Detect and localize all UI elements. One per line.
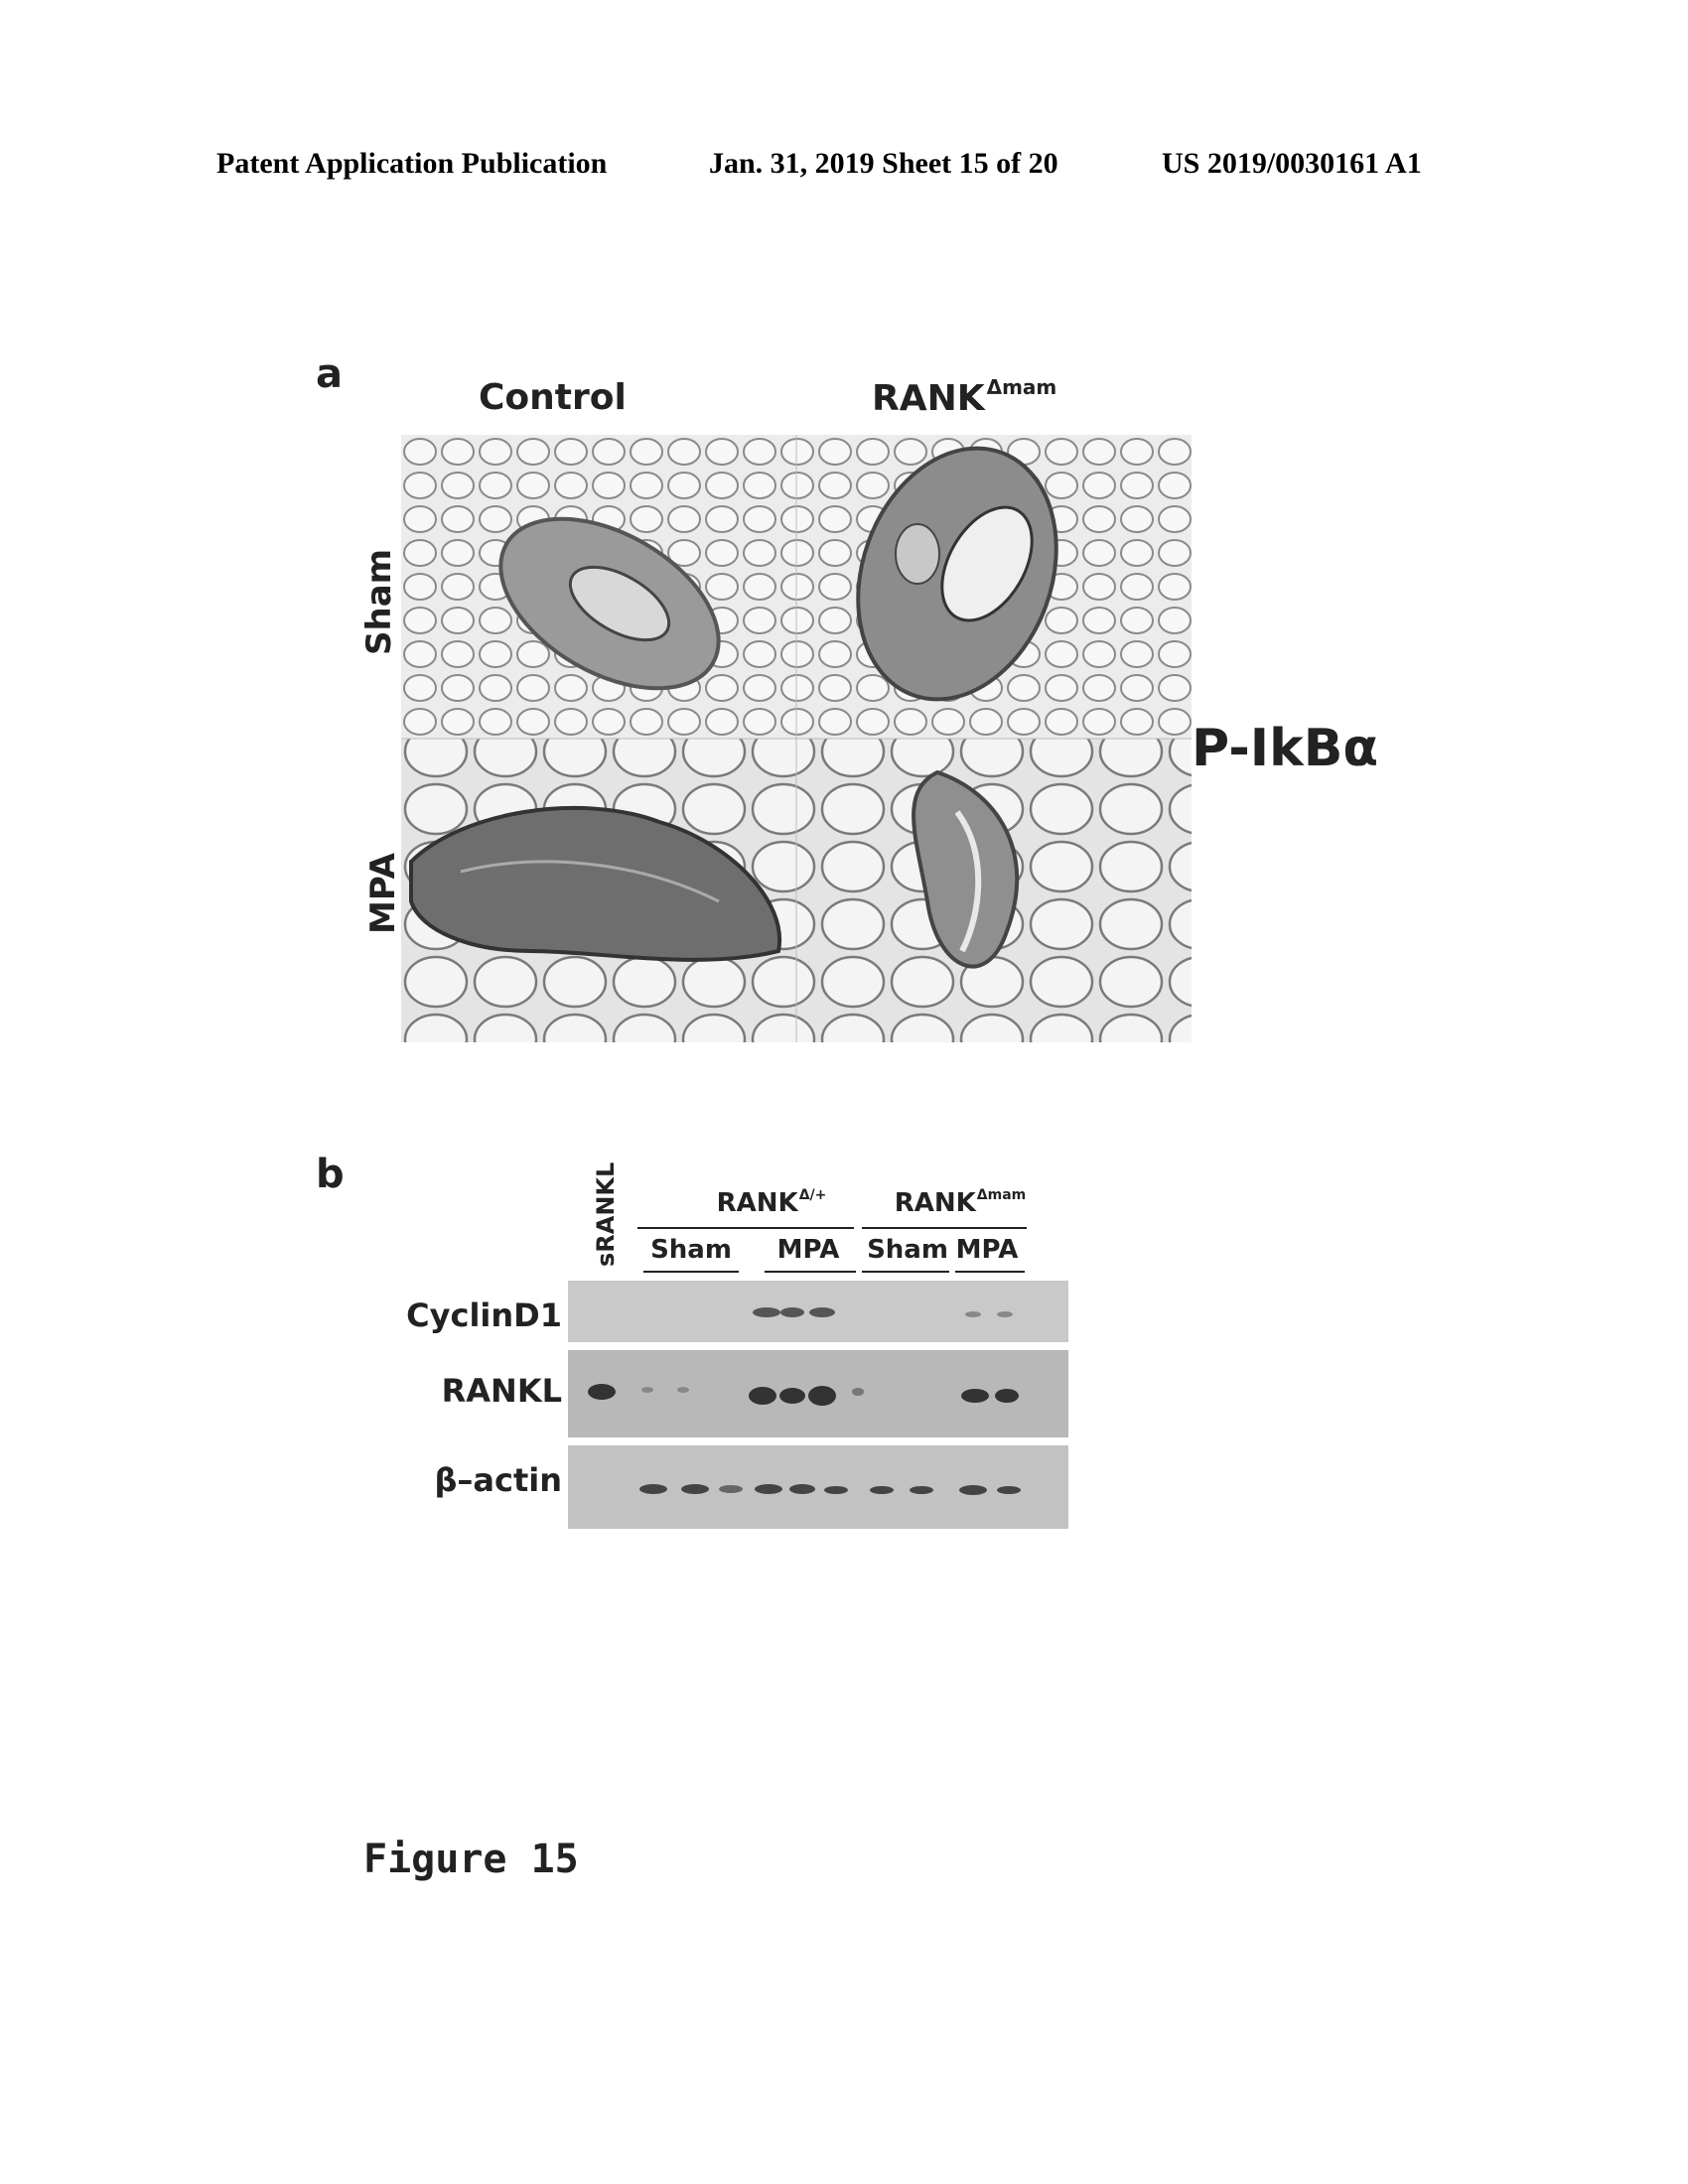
subgroup-label-sham: Sham: [860, 1235, 955, 1265]
group-underline: [637, 1227, 854, 1229]
row-label-mpa: MPA: [363, 844, 403, 943]
publication-number: US 2019/0030161 A1: [1162, 147, 1422, 181]
srankl-lane-label-wrap: sRANKL: [592, 1267, 622, 1268]
column-label-control: Control: [479, 377, 627, 418]
group-label-rank-mam: RANKΔmam: [876, 1187, 1045, 1218]
blot-label-rankl: RANKL: [363, 1372, 562, 1410]
subgroup-label-sham: Sham: [643, 1235, 739, 1265]
date-sheet: Jan. 31, 2019 Sheet 15 of 20: [709, 147, 1058, 181]
western-blot: [568, 1281, 1068, 1529]
publication-type: Patent Application Publication: [216, 147, 607, 181]
subgroup-underline: [862, 1271, 949, 1273]
panel-a-letter: a: [316, 351, 343, 397]
figure-caption: Figure 15: [363, 1837, 579, 1882]
subgroup-underline: [955, 1271, 1025, 1273]
subgroup-label-mpa: MPA: [761, 1235, 856, 1265]
group-underline: [862, 1227, 1027, 1229]
blot-label-cyclind1: CyclinD1: [363, 1297, 562, 1334]
page-header: Patent Application Publication Jan. 31, …: [0, 147, 1688, 187]
row-label-sham: Sham: [359, 556, 399, 655]
subgroup-underline: [765, 1271, 856, 1273]
histology-micrograph: [401, 435, 1192, 1042]
column-label-rank-mam: RANKΔmam: [872, 375, 1056, 419]
stain-label: P-IkBα: [1192, 719, 1378, 778]
subgroup-label-mpa: MPA: [949, 1235, 1025, 1265]
subgroup-underline: [643, 1271, 739, 1273]
group-label-rank-het: RANKΔ/+: [687, 1187, 856, 1218]
panel-b-letter: b: [316, 1152, 345, 1197]
blot-label-beta-actin: β–actin: [363, 1461, 562, 1499]
srankl-lane-label: sRANKL: [592, 1162, 620, 1267]
